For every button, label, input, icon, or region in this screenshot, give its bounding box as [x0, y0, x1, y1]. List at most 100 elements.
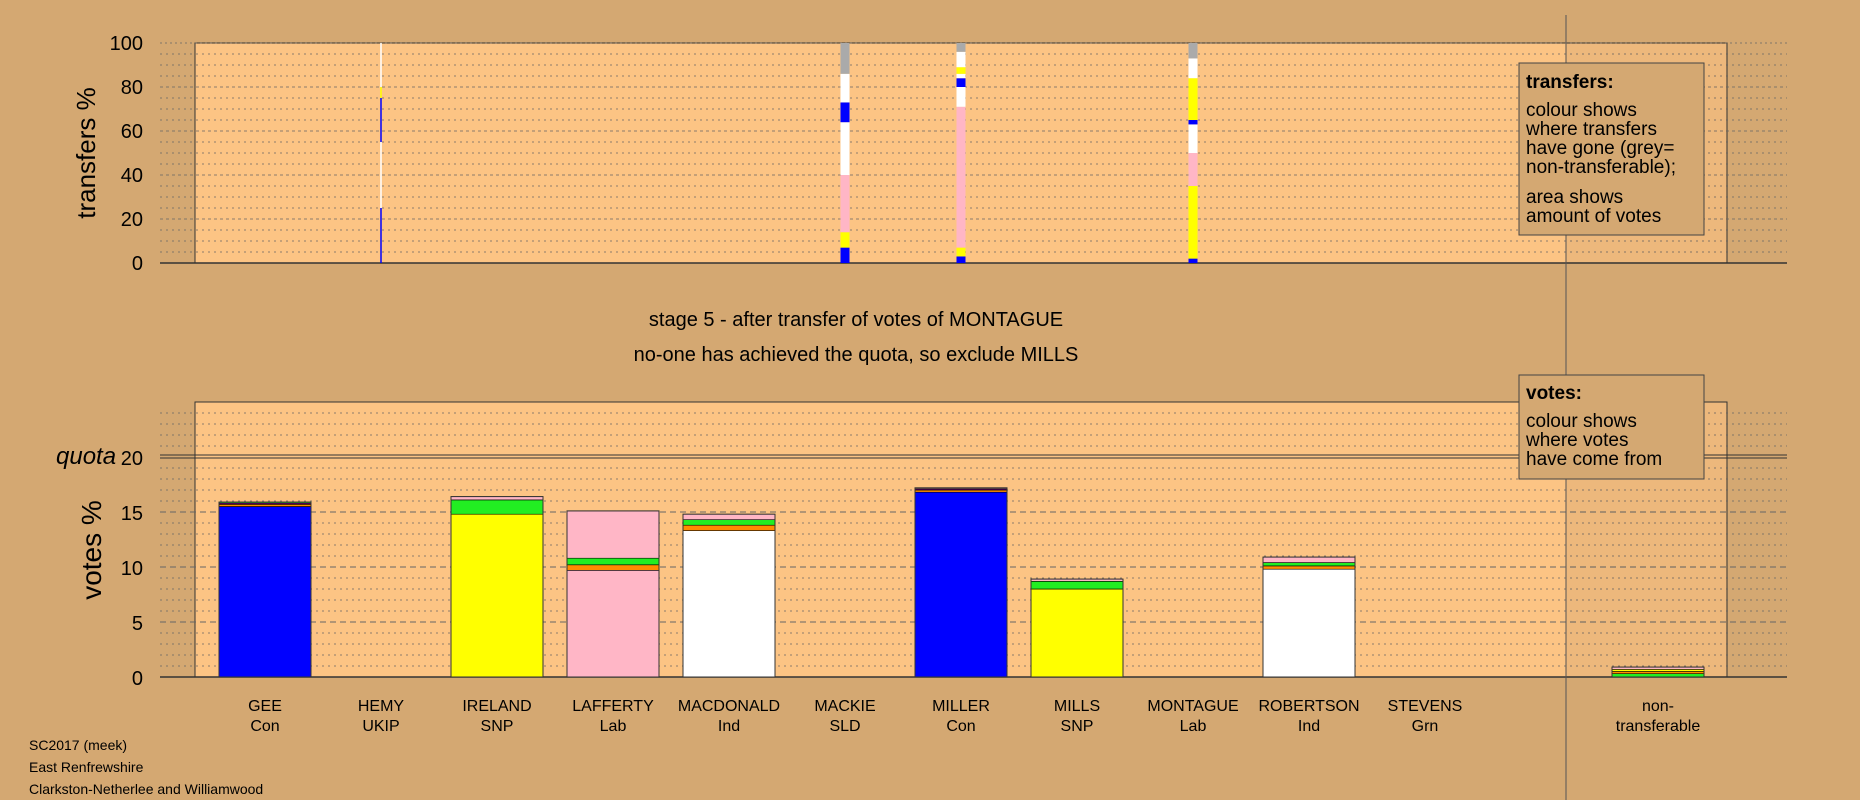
bar-lafferty-outline [566, 510, 660, 678]
bar-macdonald-outline [682, 513, 776, 678]
bar-nontransferable-segment [1611, 671, 1705, 675]
candidate-name-label: GEE [248, 698, 282, 715]
bar-ireland-segment [450, 499, 544, 515]
bar-macdonald-segment [682, 524, 776, 532]
votes-y-tick-label: 20 [121, 448, 143, 470]
transfer-segment-montague [1188, 78, 1198, 120]
candidate-name-label: MACDONALD [678, 698, 780, 715]
footer-election: SC2017 (meek) [29, 737, 127, 753]
bar-mills-segment [1030, 588, 1124, 678]
transfer-segment-hemy [380, 87, 382, 98]
bar-gee-segment [218, 503, 312, 507]
candidate-party-label: Grn [1412, 718, 1439, 735]
transfers-y-tick-label: 20 [121, 209, 143, 231]
transfer-segment-miller [956, 247, 966, 257]
quota-label: quota [56, 443, 116, 470]
candidate-name-label: STEVENS [1388, 698, 1463, 715]
transfers-legend-line: where transfers [1525, 119, 1657, 140]
bar-robertson-outline [1262, 556, 1356, 678]
transfer-segment-mackie [840, 102, 850, 123]
transfers-legend-line: colour shows [1526, 100, 1637, 121]
candidate-party-label: SNP [481, 718, 514, 735]
transfer-segment-miller [956, 51, 966, 68]
transfer-segment-miller [956, 67, 966, 74]
candidate-party-label: Ind [1298, 718, 1320, 735]
transfer-segment-montague [1188, 186, 1198, 259]
votes-y-ticks: 0 5 10 15 20 [121, 448, 143, 690]
transfers-legend-line: amount of votes [1526, 206, 1661, 227]
transfer-segment-miller [956, 256, 966, 263]
candidate-party-label: SNP [1061, 718, 1094, 735]
transfers-y-tick-label: 80 [121, 77, 143, 99]
transfer-segment-hemy [380, 98, 382, 142]
votes-legend-line: colour shows [1526, 411, 1637, 432]
bar-nontransferable-outline [1611, 666, 1705, 678]
votes-legend-line: have come from [1526, 449, 1662, 470]
transfer-segment-miller [956, 106, 966, 248]
bar-ireland-outline [450, 496, 544, 678]
bar-lafferty [566, 510, 660, 678]
footer-ward: Clarkston-Netherlee and Williamwood [29, 781, 263, 797]
transfer-segment-montague [1188, 124, 1198, 153]
bar-mills-segment [1030, 580, 1124, 590]
stage-description: stage 5 - after transfer of votes of MON… [649, 309, 1063, 331]
votes-chart: 0 5 10 15 20 GEE Con HEMY UKIP IRELAND SNP LAFFERT… [56, 401, 1787, 735]
votes-legend-box [1518, 374, 1705, 480]
transfer-segment-montague [1188, 258, 1198, 263]
candidate-party-label: Con [946, 718, 975, 735]
transfers-legend-line: have gone (grey= [1526, 138, 1674, 159]
transfers-legend-line: area shows [1526, 187, 1623, 208]
bar-miller [914, 487, 1008, 678]
bar-macdonald-segment [682, 519, 776, 526]
transfers-legend-title: transfers: [1526, 72, 1614, 93]
bar-macdonald-segment [682, 530, 776, 678]
candidate-name-label: MACKIE [814, 698, 875, 715]
bar-miller-segment [914, 489, 1008, 493]
bar-gee-segment [218, 506, 312, 678]
bar-robertson-segment [1262, 568, 1356, 678]
bar-gee [218, 501, 312, 678]
votes-bars [218, 487, 1705, 678]
bar-nontransferable [1611, 666, 1705, 678]
transfers-bars [380, 43, 1198, 263]
candidate-name-label: MILLER [932, 698, 990, 715]
transfers-y-ticks: 0 20 40 60 80 100 [110, 33, 143, 275]
candidate-party-label: Ind [718, 718, 740, 735]
candidate-party-label: Con [250, 718, 279, 735]
bar-robertson-segment [1262, 556, 1356, 563]
footer-council: East Renfrewshire [29, 759, 144, 775]
bar-robertson-segment [1262, 562, 1356, 567]
bar-macdonald [682, 513, 776, 678]
transfers-y-axis-label: transfers % [71, 87, 101, 219]
transfer-segment-montague [1188, 58, 1198, 79]
transfer-segment-mackie [840, 175, 850, 233]
bar-miller-segment [914, 491, 1008, 678]
candidate-name-label: MONTAGUE [1147, 698, 1238, 715]
votes-legend-title: votes: [1526, 383, 1582, 404]
candidate-name-label: MILLS [1054, 698, 1100, 715]
bar-mills [1030, 578, 1124, 678]
nontransferable-label: non- [1642, 698, 1674, 715]
transfers-legend-line: non-transferable); [1526, 157, 1676, 178]
transfer-segment-miller [956, 78, 966, 87]
votes-legend-line: where votes [1525, 430, 1628, 451]
bar-ireland [450, 496, 544, 678]
transfer-segment-mackie [840, 247, 850, 263]
candidate-labels: GEE Con HEMY UKIP IRELAND SNP LAFFERTY Lab MACDO… [248, 698, 1700, 735]
candidate-party-label: SLD [829, 718, 860, 735]
transfers-legend-box [1518, 62, 1705, 236]
transfer-segment-montague [1188, 43, 1198, 59]
votes-legend: votes: colour shows where votes have com… [1518, 374, 1705, 480]
transfers-y-tick-label: 60 [121, 121, 143, 143]
transfer-segment-mackie [840, 73, 850, 103]
transfers-y-tick-label: 40 [121, 165, 143, 187]
candidate-name-label: ROBERTSON [1258, 698, 1359, 715]
exclusion-note: no-one has achieved the quota, so exclud… [634, 344, 1079, 366]
transfer-segment-miller [956, 43, 966, 52]
bar-lafferty-segment [566, 510, 660, 559]
transfer-segment-montague [1188, 153, 1198, 186]
candidate-party-label: Lab [1180, 718, 1207, 735]
bar-macdonald-segment [682, 513, 776, 521]
candidate-name-label: LAFFERTY [572, 698, 654, 715]
